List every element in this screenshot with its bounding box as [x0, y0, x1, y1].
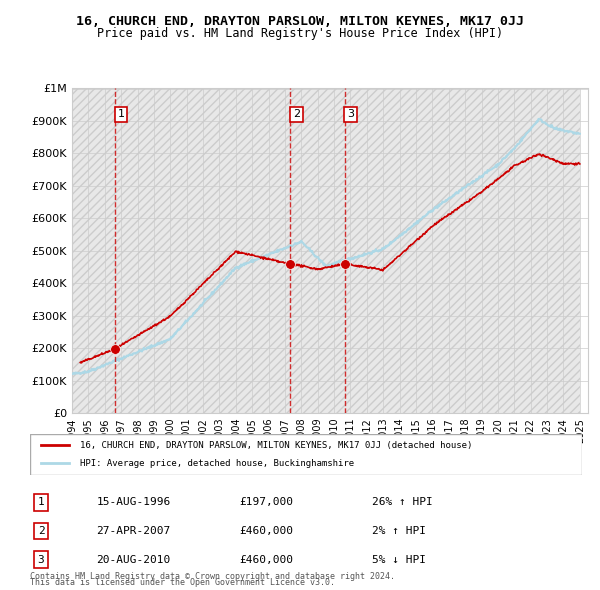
Text: £197,000: £197,000: [240, 497, 294, 507]
Text: Price paid vs. HM Land Registry's House Price Index (HPI): Price paid vs. HM Land Registry's House …: [97, 27, 503, 40]
Text: This data is licensed under the Open Government Licence v3.0.: This data is licensed under the Open Gov…: [30, 578, 335, 587]
Text: £460,000: £460,000: [240, 555, 294, 565]
Text: 1: 1: [38, 497, 44, 507]
Text: £460,000: £460,000: [240, 526, 294, 536]
FancyBboxPatch shape: [30, 434, 582, 475]
Text: 5% ↓ HPI: 5% ↓ HPI: [372, 555, 426, 565]
Text: HPI: Average price, detached house, Buckinghamshire: HPI: Average price, detached house, Buck…: [80, 459, 354, 468]
Text: 16, CHURCH END, DRAYTON PARSLOW, MILTON KEYNES, MK17 0JJ (detached house): 16, CHURCH END, DRAYTON PARSLOW, MILTON …: [80, 441, 472, 450]
Text: 2: 2: [293, 110, 300, 119]
Text: 2: 2: [38, 526, 44, 536]
Text: 3: 3: [38, 555, 44, 565]
Text: 2% ↑ HPI: 2% ↑ HPI: [372, 526, 426, 536]
Text: 15-AUG-1996: 15-AUG-1996: [96, 497, 170, 507]
Text: 27-APR-2007: 27-APR-2007: [96, 526, 170, 536]
Text: 3: 3: [347, 110, 354, 119]
Text: 20-AUG-2010: 20-AUG-2010: [96, 555, 170, 565]
Text: 26% ↑ HPI: 26% ↑ HPI: [372, 497, 433, 507]
Text: Contains HM Land Registry data © Crown copyright and database right 2024.: Contains HM Land Registry data © Crown c…: [30, 572, 395, 581]
Text: 1: 1: [118, 110, 124, 119]
Text: 16, CHURCH END, DRAYTON PARSLOW, MILTON KEYNES, MK17 0JJ: 16, CHURCH END, DRAYTON PARSLOW, MILTON …: [76, 15, 524, 28]
